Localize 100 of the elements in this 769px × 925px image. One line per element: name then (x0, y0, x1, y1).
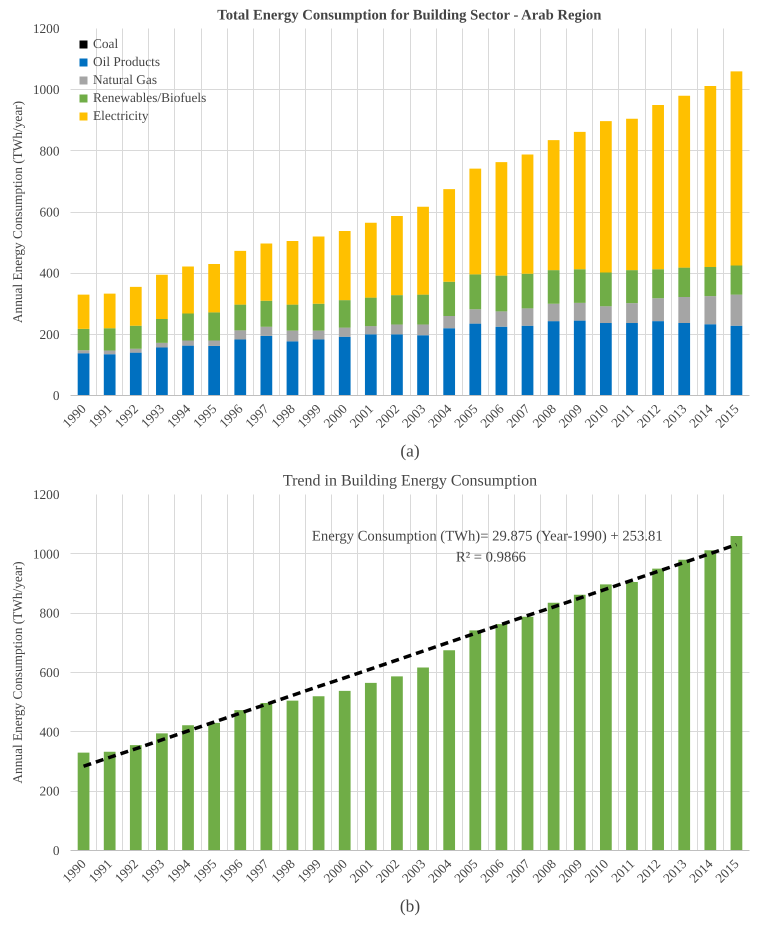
bar (182, 314, 194, 340)
bar (182, 266, 194, 314)
bar (678, 323, 690, 396)
bar (652, 568, 664, 850)
bar (260, 326, 272, 336)
bar (234, 330, 246, 340)
bar (260, 244, 272, 301)
bar (469, 309, 482, 324)
bar (182, 340, 194, 346)
bar (678, 297, 690, 324)
bar (600, 121, 612, 273)
bar (652, 269, 664, 298)
bar (652, 321, 664, 396)
y-tick-label: 0 (52, 388, 60, 403)
bar (600, 323, 612, 396)
bar (704, 296, 716, 324)
bar (417, 335, 429, 396)
bar (78, 353, 90, 396)
bar (208, 722, 220, 850)
bar (417, 294, 429, 325)
bar (312, 330, 324, 340)
bar (417, 206, 429, 295)
bar (130, 286, 142, 326)
bar (286, 330, 298, 342)
bar (678, 268, 690, 298)
y-axis-title: Annual Energy Consumption (TWh/year) (10, 100, 25, 324)
bar (208, 340, 220, 346)
bar (626, 323, 638, 396)
bar (652, 104, 664, 270)
bar (391, 216, 403, 296)
legend-label: Coal (93, 36, 118, 52)
bar (548, 321, 560, 396)
bar (130, 348, 142, 353)
legend-label: Oil Products (93, 54, 160, 70)
legend-label: Natural Gas (93, 72, 158, 88)
line-series (82, 542, 738, 768)
bar (548, 602, 560, 850)
bar (704, 267, 716, 296)
bar (496, 162, 508, 276)
bar (443, 328, 456, 396)
y-axis-title: Annual Energy Consumption (TWh/year) (10, 561, 25, 784)
bar (312, 696, 324, 850)
bar (678, 96, 690, 268)
bar (730, 536, 742, 850)
bar (704, 550, 716, 850)
text: (b) (400, 896, 420, 916)
bar (600, 584, 612, 850)
bar (574, 302, 586, 321)
bar (469, 168, 482, 274)
bar (234, 710, 246, 850)
bar (78, 350, 90, 354)
bar (260, 300, 272, 327)
bar (208, 346, 220, 396)
bar (260, 336, 272, 396)
bar (574, 132, 586, 270)
y-tick-label: 800 (40, 606, 60, 621)
bar (104, 328, 116, 351)
bar (522, 154, 534, 274)
bar (496, 326, 508, 396)
bar (286, 304, 298, 331)
y-tick-label: 1000 (32, 546, 60, 562)
bar (364, 326, 377, 334)
bar (260, 703, 272, 850)
bar (417, 324, 429, 336)
legend-label: Renewables/Biofuels (93, 90, 206, 106)
bar (286, 241, 298, 305)
y-tick-label: 0 (52, 843, 60, 858)
bar (522, 308, 534, 326)
bar (730, 294, 742, 326)
bar (156, 319, 168, 343)
y-tick-label: 1200 (32, 21, 60, 36)
bar (522, 274, 534, 308)
bar (104, 354, 116, 396)
bar (574, 320, 586, 396)
y-tick-label: 1000 (32, 82, 60, 98)
bar (678, 560, 690, 850)
bar (443, 282, 456, 316)
x-tick-label: 1999 (294, 400, 324, 431)
bar (443, 316, 456, 328)
bar (234, 304, 246, 330)
bar (704, 86, 716, 268)
bar (234, 340, 246, 396)
bar (548, 270, 560, 304)
bar (130, 352, 142, 396)
bar (548, 304, 560, 322)
bar (496, 276, 508, 312)
bar (391, 676, 403, 850)
x-tick-label: 1999 (294, 856, 324, 886)
bar (364, 334, 377, 396)
bar (364, 298, 377, 326)
bar (312, 236, 324, 304)
bar (469, 324, 482, 396)
bar (156, 733, 168, 850)
bar (208, 312, 220, 340)
y-tick-label: 200 (40, 326, 60, 342)
annotation: R² = 0.9866 (456, 550, 526, 566)
bar (156, 274, 168, 320)
bar (730, 266, 742, 295)
bar (626, 270, 638, 304)
bar (78, 328, 90, 350)
